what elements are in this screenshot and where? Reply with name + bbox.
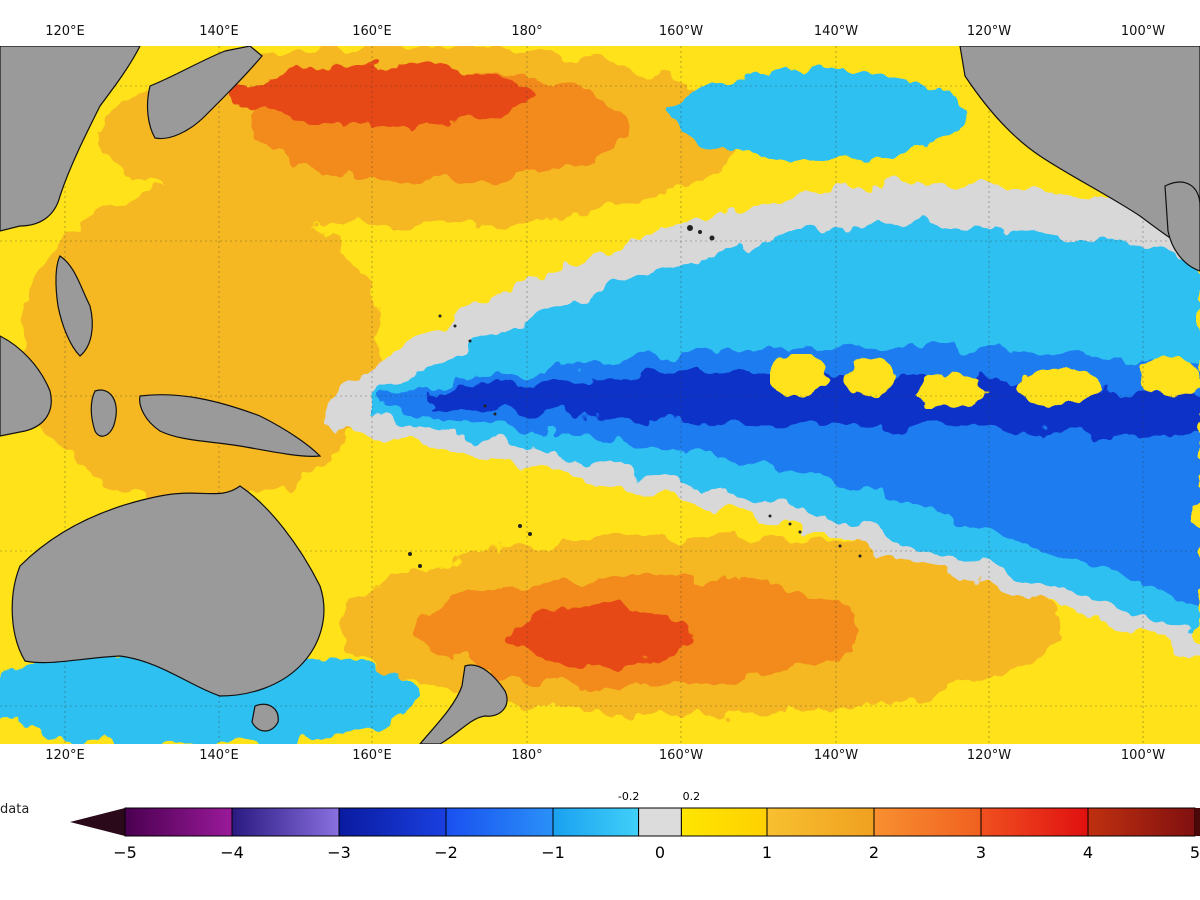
colorbar-tick-label: −2 bbox=[434, 843, 458, 862]
land-new-zealand bbox=[419, 664, 508, 744]
land-japan bbox=[146, 46, 263, 140]
colorbar-extend-arrow bbox=[70, 808, 125, 836]
warm-intrusion bbox=[770, 354, 830, 398]
warm-patch-north-hot bbox=[230, 66, 530, 126]
pacific-islands bbox=[408, 225, 862, 568]
longitude-tick-label: 100°W bbox=[1120, 24, 1166, 39]
land-tasmania bbox=[251, 703, 279, 732]
longitude-tick-label: 140°W bbox=[813, 748, 859, 763]
colorbar-bin bbox=[980, 807, 1089, 837]
longitude-tick-label: 180° bbox=[511, 748, 543, 763]
colorbar-tick-label: 4 bbox=[1082, 843, 1094, 862]
colorbar-bin bbox=[124, 807, 233, 837]
longitude-tick-label: 140°E bbox=[199, 748, 239, 763]
longitude-tick-label: 160°W bbox=[658, 748, 704, 763]
longitude-tick-label: 140°W bbox=[813, 24, 859, 39]
warm-intrusion bbox=[845, 356, 895, 396]
colorbar-tick-label: 5 bbox=[1189, 843, 1200, 862]
colorbar-tick-label: 1 bbox=[761, 843, 773, 862]
longitude-tick-label: 120°E bbox=[45, 24, 85, 39]
land-sulawesi bbox=[90, 389, 117, 437]
colorbar-end-cap bbox=[1195, 808, 1200, 836]
land-asia bbox=[0, 46, 141, 232]
colorbar-tick-label: −3 bbox=[327, 843, 351, 862]
longitude-tick-label: 120°W bbox=[966, 24, 1012, 39]
warm-patch-south-hot bbox=[510, 606, 690, 666]
longitude-tick-label: 160°W bbox=[658, 24, 704, 39]
colorbar-tick-label: −4 bbox=[220, 843, 244, 862]
longitude-tick-label: 120°E bbox=[45, 748, 85, 763]
colorbar-bin bbox=[766, 807, 875, 837]
colorbar bbox=[70, 807, 1200, 837]
longitude-tick-label: 180° bbox=[511, 24, 543, 39]
longitude-tick-label: 160°E bbox=[352, 24, 392, 39]
colorbar-bin bbox=[873, 807, 982, 837]
sst-anomaly-map bbox=[0, 46, 1200, 744]
colorbar-bin bbox=[638, 807, 682, 837]
colorbar-bin bbox=[231, 807, 340, 837]
colorbar-bin bbox=[680, 807, 768, 837]
cold-tongue-deep bbox=[430, 371, 1200, 436]
longitude-tick-label: 140°E bbox=[199, 24, 239, 39]
cold-patch-northeast bbox=[670, 71, 970, 161]
colorbar-inner-label: 0.2 bbox=[682, 790, 701, 803]
colorbar-bin bbox=[445, 807, 554, 837]
warm-intrusion bbox=[1140, 356, 1200, 396]
cold-patch-south bbox=[0, 646, 420, 744]
longitude-tick-label: 100°W bbox=[1120, 748, 1166, 763]
colorbar-tick-label: 2 bbox=[868, 843, 880, 862]
warm-intrusion bbox=[915, 373, 985, 409]
longitude-tick-label: 120°W bbox=[966, 748, 1012, 763]
land-australia bbox=[11, 485, 325, 697]
colorbar-tick-label: 0 bbox=[654, 843, 666, 862]
warm-intrusion bbox=[1020, 368, 1100, 404]
colorbar-tick-label: −1 bbox=[541, 843, 565, 862]
colorbar-tick-label: −5 bbox=[113, 843, 137, 862]
colorbar-inner-label: -0.2 bbox=[617, 790, 640, 803]
longitude-tick-label: 160°E bbox=[352, 748, 392, 763]
colorbar-tick-label: 3 bbox=[975, 843, 987, 862]
colorbar-bin bbox=[1087, 807, 1196, 837]
nodata-label: data bbox=[0, 802, 30, 817]
land-baja-mexico bbox=[1164, 181, 1200, 272]
land-new-guinea bbox=[139, 394, 322, 457]
land-borneo-sumatra bbox=[0, 335, 52, 437]
colorbar-bin bbox=[552, 807, 640, 837]
colorbar-bin bbox=[338, 807, 447, 837]
land-philippines bbox=[55, 255, 93, 357]
